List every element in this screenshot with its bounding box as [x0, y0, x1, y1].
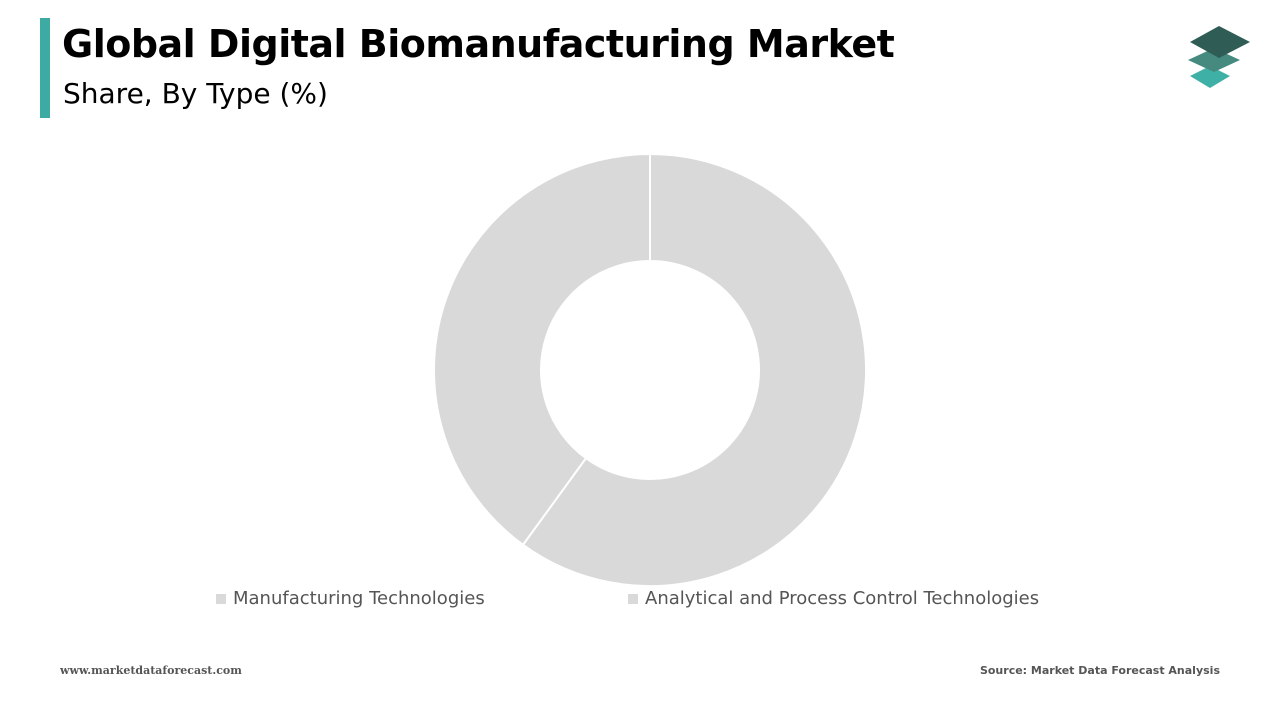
legend-item-manufacturing-technologies: Manufacturing Technologies: [216, 588, 485, 609]
donut-slice-analytical-and-process-control-technologies: [433, 152, 651, 547]
logo-layer-top: [1190, 26, 1250, 58]
legend-swatch: [216, 593, 226, 604]
page-title: Global Digital Biomanufacturing Market: [62, 22, 895, 66]
website-link[interactable]: www.marketdataforecast.com: [60, 664, 242, 677]
logo-layer-bottom: [1190, 66, 1230, 88]
page-subtitle: Share, By Type (%): [63, 77, 328, 110]
legend-item-analytical-and-process-control: Analytical and Process Control Technolog…: [628, 588, 1039, 609]
title-accent-bar: [40, 18, 50, 118]
donut-slice-manufacturing-technologies: [521, 152, 867, 587]
logo-layer-middle: [1188, 48, 1240, 72]
stacked-layers-icon: [1188, 26, 1250, 88]
legend-swatch: [628, 593, 638, 604]
chart-legend: Manufacturing Technologies Analytical an…: [0, 588, 1280, 612]
source-note: Source: Market Data Forecast Analysis: [979, 664, 1220, 677]
legend-label: Analytical and Process Control Technolog…: [645, 588, 1040, 609]
legend-label: Manufacturing Technologies: [233, 588, 485, 609]
